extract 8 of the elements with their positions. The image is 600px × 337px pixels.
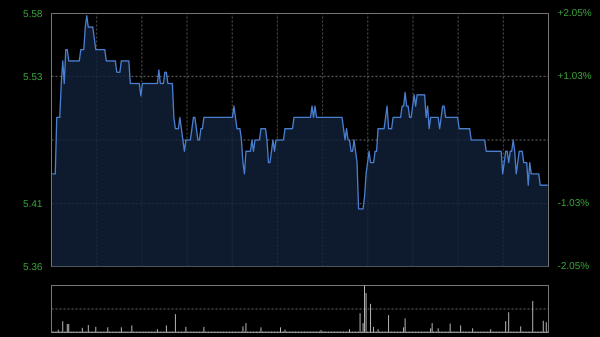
y-tick-label: 5.53 bbox=[23, 72, 43, 83]
y2-tick-label: +1.03% bbox=[558, 70, 592, 82]
y-tick-label: 5.36 bbox=[23, 262, 43, 273]
y2-tick-label: -1.03% bbox=[558, 198, 590, 210]
y2-tick-label: +2.05% bbox=[558, 8, 592, 19]
y2-tick-label: -2.05% bbox=[558, 261, 590, 272]
y-tick-label: 5.58 bbox=[23, 9, 43, 20]
y-tick-label: 5.41 bbox=[23, 199, 43, 210]
